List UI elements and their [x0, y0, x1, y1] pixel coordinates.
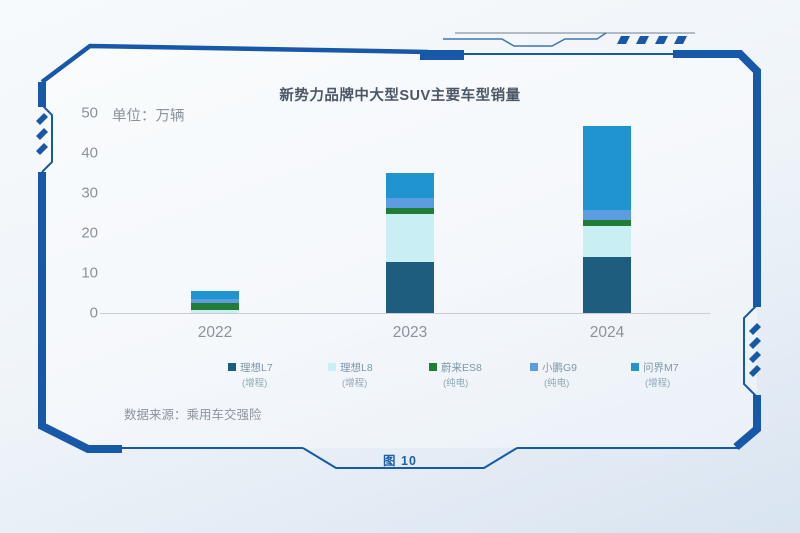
legend-series-subtype: (增程): [645, 378, 671, 389]
legend-series-name: 理想L8: [340, 362, 373, 374]
y-tick-label: 50: [81, 104, 98, 122]
bar-segment: [386, 261, 434, 313]
bar-segment: [386, 197, 434, 208]
bar-segment: [386, 173, 434, 198]
legend-series-subtype: (增程): [342, 378, 368, 389]
y-tick-label: 40: [81, 144, 98, 162]
x-tick-label: 2024: [589, 324, 625, 341]
x-axis-line: [100, 313, 710, 314]
legend-series-name: 蔚来ES8: [441, 362, 482, 374]
x-tick-label: 2022: [197, 324, 233, 341]
legend-swatch: [328, 363, 336, 371]
bar-segment: [191, 302, 239, 310]
y-tick-label: 30: [81, 184, 98, 202]
bar-segment: [583, 257, 631, 313]
legend-swatch: [631, 363, 639, 371]
bar-segment: [583, 125, 631, 210]
legend-swatch: [228, 363, 236, 371]
legend-swatch: [429, 363, 437, 371]
figure-number-label: 图 10: [383, 454, 417, 468]
y-tick-label: 0: [89, 304, 98, 322]
bar-segment: [583, 209, 631, 220]
x-tick-label: 2023: [392, 324, 428, 341]
y-tick-label: 20: [81, 224, 98, 242]
bar-segment: [583, 225, 631, 257]
legend-series-name: 问界M7: [643, 362, 679, 374]
chart-title: 新势力品牌中大型SUV主要车型销量: [279, 88, 521, 104]
legend-swatch: [530, 363, 538, 371]
bar-segment: [191, 299, 239, 303]
chart-legend: 理想L7 (增程) 理想L8 (增程) 蔚来ES8 (纯电) 小鹏G9 (纯电) 问界M7 (增程…: [0, 360, 800, 400]
data-source-note: 数据来源：乘用车交强险: [124, 408, 262, 422]
bar-segment: [191, 309, 239, 313]
legend-series-name: 小鹏G9: [542, 362, 578, 374]
legend-series-subtype: (纯电): [544, 378, 570, 389]
y-tick-label: 10: [81, 264, 98, 282]
bar-segment: [386, 207, 434, 214]
legend-series-subtype: (增程): [242, 378, 268, 389]
bar-segment: [583, 219, 631, 226]
legend-series-subtype: (纯电): [443, 378, 469, 389]
bar-segment: [386, 213, 434, 262]
legend-series-name: 理想L7: [240, 362, 273, 374]
unit-label: 单位：万辆: [112, 108, 185, 125]
bar-segment: [191, 291, 239, 299]
